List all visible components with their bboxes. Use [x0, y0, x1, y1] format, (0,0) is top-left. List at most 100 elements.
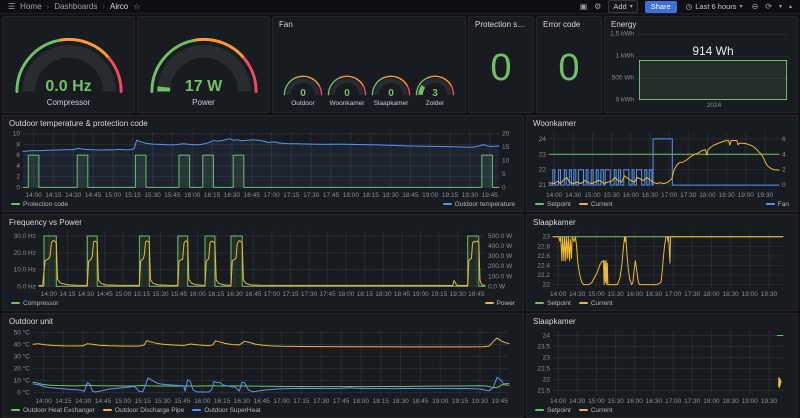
save-dashboard-icon[interactable]: ▣ — [579, 2, 588, 11]
svg-text:15:45: 15:45 — [171, 291, 188, 298]
svg-text:15:00: 15:00 — [588, 398, 605, 405]
legend-item[interactable]: Setpoint — [535, 201, 571, 208]
outdoor-unit-chart[interactable]: 14:00 14:15 14:30 14:45 15:00 15:15 15:30 15:45… — [9, 327, 517, 405]
woonkamer-chart[interactable]: 14:00 14:30 15:00 15:30 16:00 16:30 17:00 17:30… — [533, 129, 791, 199]
slaapkamer-mid-title[interactable]: Slaapkamer — [533, 218, 576, 227]
svg-text:14:15: 14:15 — [59, 291, 76, 298]
slaapkamer-mid-chart[interactable]: 14:00 14:30 15:00 15:30 16:00 16:30 17:00 17:30… — [533, 228, 791, 298]
refresh-interval-dropdown[interactable]: ▾ — [778, 4, 782, 10]
fan-panel-title[interactable]: Fan — [279, 20, 293, 29]
star-icon[interactable]: ☆ — [133, 2, 141, 11]
svg-text:23.5: 23.5 — [537, 344, 550, 351]
panel-error-code[interactable]: Error code 0 — [536, 16, 602, 113]
slaapkamer-mid-legend: Setpoint Current — [533, 298, 791, 308]
energy-chart[interactable]: 1.5 kWh 1 kWh 500 Wh 0 kWh 914 Wh — [610, 30, 791, 104]
collapse-toolbar-icon[interactable]: ▴ — [788, 4, 792, 10]
svg-text:0.0 Hz: 0.0 Hz — [17, 283, 36, 290]
svg-text:22: 22 — [543, 282, 551, 289]
svg-text:17:30: 17:30 — [301, 291, 318, 298]
svg-text:24: 24 — [543, 333, 551, 340]
legend-item[interactable]: Outdoor SuperHeat — [192, 407, 261, 414]
breadcrumb-home[interactable]: Home — [20, 2, 42, 11]
error-code-title[interactable]: Error code — [543, 20, 581, 29]
svg-text:17:30: 17:30 — [684, 291, 701, 298]
svg-text:19:45: 19:45 — [482, 192, 499, 199]
panel-slaapkamer-mid[interactable]: Slaapkamer 14:00 14:30 15:00 15:30 16:00 16:3… — [526, 214, 798, 311]
svg-text:16:30: 16:30 — [642, 192, 659, 199]
panel-outdoor-unit[interactable]: Outdoor unit 14:00 14:15 14:30 14:45 15:00 15… — [2, 313, 524, 418]
svg-text:19:00: 19:00 — [742, 398, 759, 405]
protection-status-title[interactable]: Protection status — [475, 20, 527, 29]
svg-text:16:30: 16:30 — [224, 192, 241, 199]
legend-item[interactable]: Current — [578, 407, 613, 414]
svg-text:18:45: 18:45 — [402, 192, 419, 199]
energy-title[interactable]: Energy — [611, 20, 637, 29]
panel-compressor-gauge[interactable]: 0.0 Hz Compressor — [2, 16, 135, 113]
svg-text:24: 24 — [539, 136, 547, 143]
panel-fan[interactable]: Fan 0 Outdoor 0 Woonkamer 0 Slaapkamer — [272, 16, 466, 113]
svg-text:40 °C: 40 °C — [14, 340, 31, 348]
svg-text:15:00: 15:00 — [115, 398, 132, 405]
panel-frequency-power[interactable]: Frequency vs Power 14:00 14:15 14:30 14:45 1… — [2, 214, 524, 311]
legend-item[interactable]: Current — [578, 201, 613, 208]
menu-icon[interactable]: ☰ — [8, 2, 16, 11]
svg-text:18:30: 18:30 — [722, 398, 739, 405]
woonkamer-title[interactable]: Woonkamer — [533, 119, 576, 128]
frequency-power-title[interactable]: Frequency vs Power — [9, 218, 82, 227]
svg-text:6: 6 — [782, 136, 786, 143]
svg-text:14:45: 14:45 — [95, 398, 112, 405]
legend-item[interactable]: Setpoint — [535, 407, 571, 414]
legend-item[interactable]: Current — [578, 300, 613, 307]
breadcrumb-dashboards[interactable]: Dashboards — [54, 2, 98, 11]
frequency-power-chart[interactable]: 14:00 14:15 14:30 14:45 15:00 15:15 15:30 15:45… — [9, 228, 517, 298]
panel-energy[interactable]: Energy 1.5 kWh 1 kWh 500 Wh 0 kWh 914 Wh — [604, 16, 798, 113]
outdoor-unit-title[interactable]: Outdoor unit — [9, 317, 54, 326]
legend-item[interactable]: Protection code — [11, 201, 68, 208]
svg-text:14:30: 14:30 — [75, 398, 92, 405]
slaapkamer-bottom-chart[interactable]: 14:00 14:30 15:00 15:30 16:00 16:30 17:00 17:30… — [533, 327, 791, 405]
add-button[interactable]: Add ▾ — [608, 0, 638, 13]
legend-item[interactable]: Compressor — [11, 300, 58, 307]
svg-text:19:00: 19:00 — [432, 398, 449, 405]
svg-text:14:15: 14:15 — [45, 192, 62, 199]
svg-text:16:00: 16:00 — [184, 192, 201, 199]
power-label: Power — [192, 98, 215, 107]
zoom-out-icon[interactable]: ⊖ — [751, 2, 759, 11]
energy-bar[interactable] — [639, 59, 787, 100]
time-range-picker[interactable]: ◷ Last 6 hours ▾ — [685, 2, 743, 11]
panel-power-gauge[interactable]: 17 W Power — [137, 16, 270, 113]
svg-text:18:00: 18:00 — [703, 398, 720, 405]
fan-zolder-value: 3 — [432, 88, 438, 99]
legend-item[interactable]: Fan — [765, 201, 789, 208]
settings-gear-icon[interactable]: ⚙ — [594, 2, 602, 11]
svg-text:2: 2 — [16, 174, 20, 181]
share-button[interactable]: Share — [644, 0, 677, 13]
outdoor-temperature-chart[interactable]: 14:00 14:15 14:30 14:45 15:00 15:15 15:30 15:45… — [9, 129, 517, 199]
breadcrumb-current[interactable]: Airco — [110, 2, 129, 11]
svg-text:19:00: 19:00 — [742, 291, 759, 298]
svg-text:17:15: 17:15 — [283, 192, 300, 199]
svg-text:17:00: 17:00 — [665, 398, 682, 405]
legend-item[interactable]: Power — [484, 300, 515, 307]
slaapkamer-bottom-title[interactable]: Slaapkamer — [533, 317, 576, 326]
svg-text:16:15: 16:15 — [204, 192, 221, 199]
svg-text:15:15: 15:15 — [135, 398, 152, 405]
legend-item[interactable]: Outdoor temperature — [442, 201, 515, 208]
panel-outdoor-temperature[interactable]: Outdoor temperature & protection code 14… — [2, 115, 524, 212]
panel-woonkamer[interactable]: Woonkamer 14:00 14:30 15:00 15:30 16:00 16:30… — [526, 115, 798, 212]
outdoor-temperature-title[interactable]: Outdoor temperature & protection code — [9, 119, 148, 128]
svg-text:19:30: 19:30 — [450, 291, 467, 298]
refresh-icon[interactable]: ⟳ — [765, 2, 772, 11]
legend-item[interactable]: Outdoor Heat Exchanger — [11, 407, 95, 414]
legend-item[interactable]: Setpoint — [535, 300, 571, 307]
svg-text:4: 4 — [782, 151, 786, 158]
outdoor-temperature-legend: Protection code Outdoor temperature — [9, 199, 517, 209]
svg-text:19:00: 19:00 — [412, 291, 429, 298]
svg-text:19:30: 19:30 — [462, 192, 479, 199]
panel-protection-status[interactable]: Protection status 0 — [468, 16, 534, 113]
panel-slaapkamer-bottom[interactable]: Slaapkamer 14:00 14:30 15:00 15:30 16:00 16:3… — [526, 313, 798, 418]
energy-bar-value: 914 Wh — [692, 43, 734, 58]
legend-item[interactable]: Outdoor Discharge Pipe — [102, 407, 184, 414]
outdoor-unit-legend: Outdoor Heat Exchanger Outdoor Discharge … — [9, 405, 517, 415]
svg-text:8: 8 — [16, 141, 20, 148]
